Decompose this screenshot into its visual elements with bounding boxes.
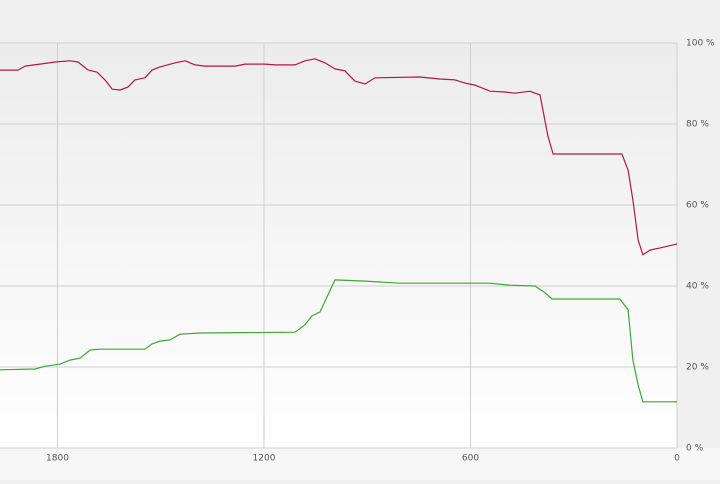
y-tick-label: 100 % bbox=[686, 39, 715, 49]
x-tick-label: 600 bbox=[462, 454, 479, 464]
y-tick-label: 60 % bbox=[686, 201, 709, 211]
x-tick-label: 1200 bbox=[253, 454, 276, 464]
y-tick-label: 20 % bbox=[686, 363, 709, 373]
y-tick-label: 40 % bbox=[686, 282, 709, 292]
footer-band bbox=[0, 448, 720, 480]
x-tick-label: 0 bbox=[674, 454, 680, 464]
series-line bbox=[0, 58, 678, 256]
header-band bbox=[0, 0, 720, 43]
series-line bbox=[0, 279, 677, 403]
x-tick-label: 1800 bbox=[46, 454, 69, 464]
y-tick-label: 80 % bbox=[686, 120, 709, 130]
plot-layer: 100 % 80 % 60 % 40 % 20 % 0 % 1800 1200 600 0 bbox=[0, 39, 715, 464]
plot-area bbox=[0, 43, 677, 448]
y-tick-label: 0 % bbox=[686, 444, 704, 454]
